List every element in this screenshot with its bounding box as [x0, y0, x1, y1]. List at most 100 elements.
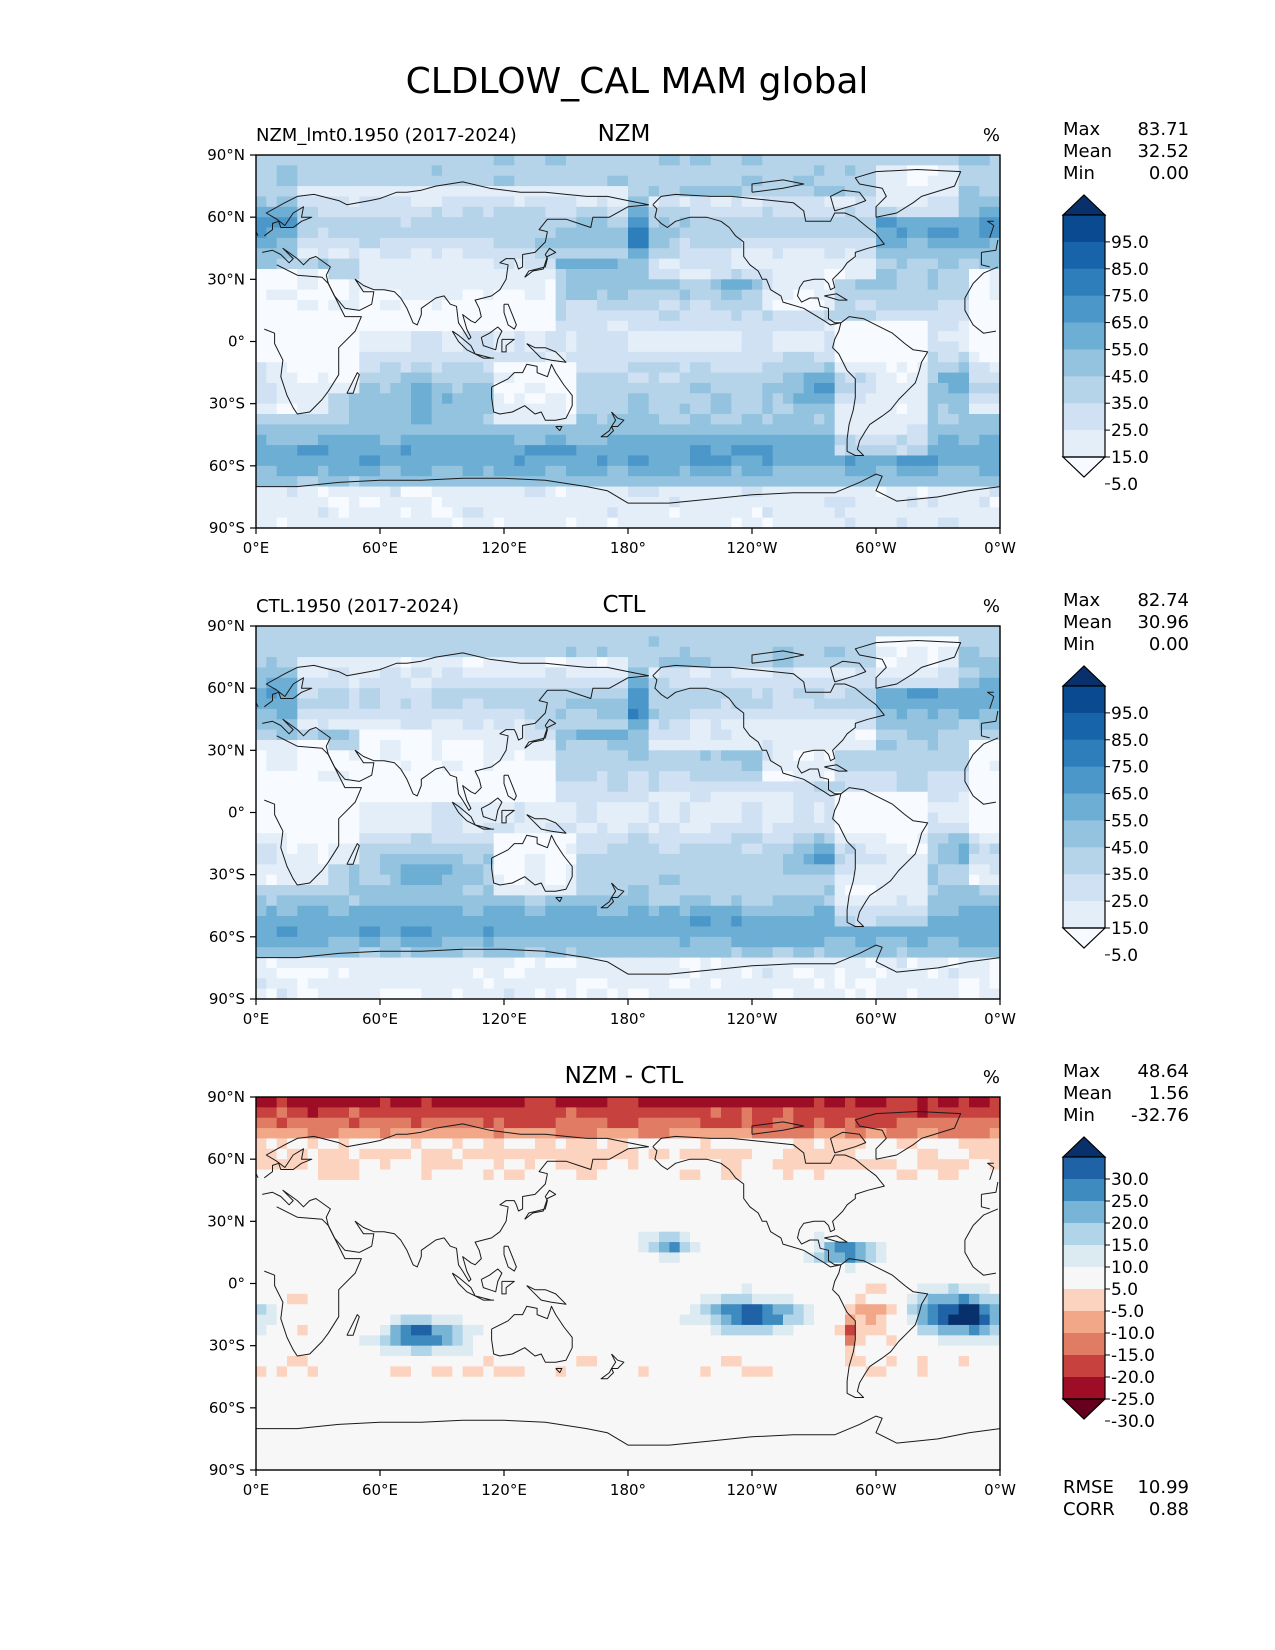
- x-tick-label: 120°W: [727, 1481, 778, 1499]
- y-tick-label: 0°: [228, 333, 245, 351]
- colorbar-tick-label: -25.0: [1111, 1390, 1155, 1410]
- stat-label: Mean: [1063, 612, 1112, 633]
- stat-label: Max: [1063, 1061, 1101, 1082]
- coastlines: [256, 1111, 1000, 1446]
- colorbar-tick-label: 55.0: [1111, 340, 1149, 360]
- colorbar-tick-label: 30.0: [1111, 1170, 1149, 1190]
- colorbar-tick-label: 45.0: [1111, 838, 1149, 858]
- stat-value: 0.00: [1149, 634, 1189, 655]
- panel-left-title: NZM_lmt0.1950 (2017-2024): [256, 125, 517, 146]
- stat-value: 30.96: [1137, 612, 1189, 633]
- colorbar-tick-label: 55.0: [1111, 811, 1149, 831]
- stat-value: 0.88: [1149, 1499, 1189, 1520]
- panel-nzm: NZM_lmt0.1950 (2017-2024) NZM % 0°E 60°E 1…: [207, 121, 1016, 557]
- figure-title: CLDLOW_CAL MAM global: [406, 61, 869, 102]
- panel-unit: %: [983, 125, 1000, 146]
- y-tick-label: 30°N: [207, 270, 245, 288]
- x-tick-label: 60°E: [362, 1481, 398, 1499]
- stat-label: Max: [1063, 119, 1101, 140]
- stat-label: Min: [1063, 1105, 1095, 1126]
- stat-label: Min: [1063, 163, 1095, 184]
- colorbar-tick-label: 5.0: [1111, 946, 1138, 966]
- y-tick-label: 90°N: [207, 617, 245, 635]
- colorbar-tick-label: -5.0: [1111, 1302, 1144, 1322]
- panel-ctl: CTL.1950 (2017-2024) CTL % 0°E 60°E 120°E 1…: [207, 592, 1016, 1028]
- side-panel-nzm: Max 83.71 Mean 32.52 Min 0.00 95.0 85.0 75.0 65.…: [1061, 119, 1189, 495]
- x-tick-label: 180°: [610, 1481, 646, 1499]
- panel-center-title: CTL: [603, 592, 646, 618]
- map-axes: 0°E 60°E 120°E 180° 120°W 60°W 0°W 90°N 60°N 30°N…: [207, 146, 1016, 557]
- coastlines: [256, 640, 1000, 975]
- colorbar: 95.0 85.0 75.0 65.0 55.0 45.0 35.0 25.0 15.0 5.0: [1061, 665, 1149, 966]
- y-tick-label: 90°S: [209, 990, 245, 1008]
- x-tick-label: 180°: [610, 1010, 646, 1028]
- colorbar-tick-label: 65.0: [1111, 314, 1149, 334]
- map-axes: 0°E 60°E 120°E 180° 120°W 60°W 0°W 90°N 60°N 30°N…: [207, 617, 1016, 1028]
- colorbar-tick-label: -20.0: [1111, 1368, 1155, 1388]
- x-tick-label: 0°W: [984, 1010, 1016, 1028]
- y-tick-label: 60°S: [209, 457, 245, 475]
- y-tick-label: 90°N: [207, 1088, 245, 1106]
- stat-label: Max: [1063, 590, 1101, 611]
- panel-diff: NZM - CTL % 0°E 60°E 120°E 180° 120°W 60°W 0°W…: [207, 1063, 1016, 1499]
- colorbar-tick-label: 95.0: [1111, 233, 1149, 253]
- colorbar-tick-label: 15.0: [1111, 919, 1149, 939]
- colorbar-tick-label: 15.0: [1111, 448, 1149, 468]
- y-tick-label: 90°N: [207, 146, 245, 164]
- panel-unit: %: [983, 596, 1000, 617]
- y-tick-label: 0°: [228, 1275, 245, 1293]
- panel-left-title: CTL.1950 (2017-2024): [256, 596, 459, 617]
- stat-value: 1.56: [1149, 1083, 1189, 1104]
- colorbar-tick-label: 15.0: [1111, 1236, 1149, 1256]
- x-tick-label: 180°: [610, 539, 646, 557]
- x-tick-label: 0°E: [243, 1010, 270, 1028]
- map-fill: [256, 1097, 1000, 1470]
- colorbar-tick-label: 35.0: [1111, 394, 1149, 414]
- colorbar-tick-label: 5.0: [1111, 1280, 1138, 1300]
- colorbar-tick-label: 65.0: [1111, 785, 1149, 805]
- x-tick-label: 60°E: [362, 1010, 398, 1028]
- stat-value: 48.64: [1137, 1061, 1189, 1082]
- y-tick-label: 60°N: [207, 1150, 245, 1168]
- stat-label: Mean: [1063, 1083, 1112, 1104]
- x-tick-label: 120°E: [481, 539, 527, 557]
- panel-unit: %: [983, 1067, 1000, 1088]
- x-tick-label: 120°W: [727, 1010, 778, 1028]
- x-tick-label: 60°W: [855, 539, 897, 557]
- colorbar-tick-label: 45.0: [1111, 367, 1149, 387]
- y-tick-label: 60°S: [209, 928, 245, 946]
- side-panel-ctl: Max 82.74 Mean 30.96 Min 0.00 95.0 85.0 75.0 65.…: [1061, 590, 1189, 966]
- colorbar-tick-label: 85.0: [1111, 260, 1149, 280]
- stat-value: 0.00: [1149, 163, 1189, 184]
- panel-center-title: NZM: [598, 121, 651, 147]
- colorbar-tick-label: -15.0: [1111, 1346, 1155, 1366]
- y-tick-label: 30°S: [209, 1337, 245, 1355]
- map-axes: 0°E 60°E 120°E 180° 120°W 60°W 0°W 90°N 60°N 30°N…: [207, 1088, 1016, 1499]
- y-tick-label: 30°S: [209, 395, 245, 413]
- x-tick-label: 120°W: [727, 539, 778, 557]
- colorbar-tick-label: 85.0: [1111, 731, 1149, 751]
- x-tick-label: 120°E: [481, 1010, 527, 1028]
- x-tick-label: 60°E: [362, 539, 398, 557]
- side-panel-diff: Max 48.64 Mean 1.56 Min -32.76 RMSE 10.99 CORR 0.…: [1061, 1061, 1189, 1520]
- colorbar-tick-label: 75.0: [1111, 758, 1149, 778]
- stat-label: Min: [1063, 634, 1095, 655]
- x-tick-label: 120°E: [481, 1481, 527, 1499]
- x-tick-label: 0°W: [984, 539, 1016, 557]
- stat-value: 82.74: [1137, 590, 1189, 611]
- colorbar-tick-label: 25.0: [1111, 1192, 1149, 1212]
- y-tick-label: 90°S: [209, 519, 245, 537]
- x-tick-label: 60°W: [855, 1010, 897, 1028]
- colorbar-tick-label: 10.0: [1111, 1258, 1149, 1278]
- x-tick-label: 0°E: [243, 1481, 270, 1499]
- colorbar-tick-label: 25.0: [1111, 421, 1149, 441]
- x-tick-label: 60°W: [855, 1481, 897, 1499]
- colorbar-tick-label: 20.0: [1111, 1214, 1149, 1234]
- stat-value: -32.76: [1131, 1105, 1189, 1126]
- stat-value: 32.52: [1137, 141, 1189, 162]
- x-tick-label: 0°W: [984, 1481, 1016, 1499]
- map-fill: [256, 626, 1000, 999]
- y-tick-label: 0°: [228, 804, 245, 822]
- stat-label: RMSE: [1063, 1477, 1114, 1498]
